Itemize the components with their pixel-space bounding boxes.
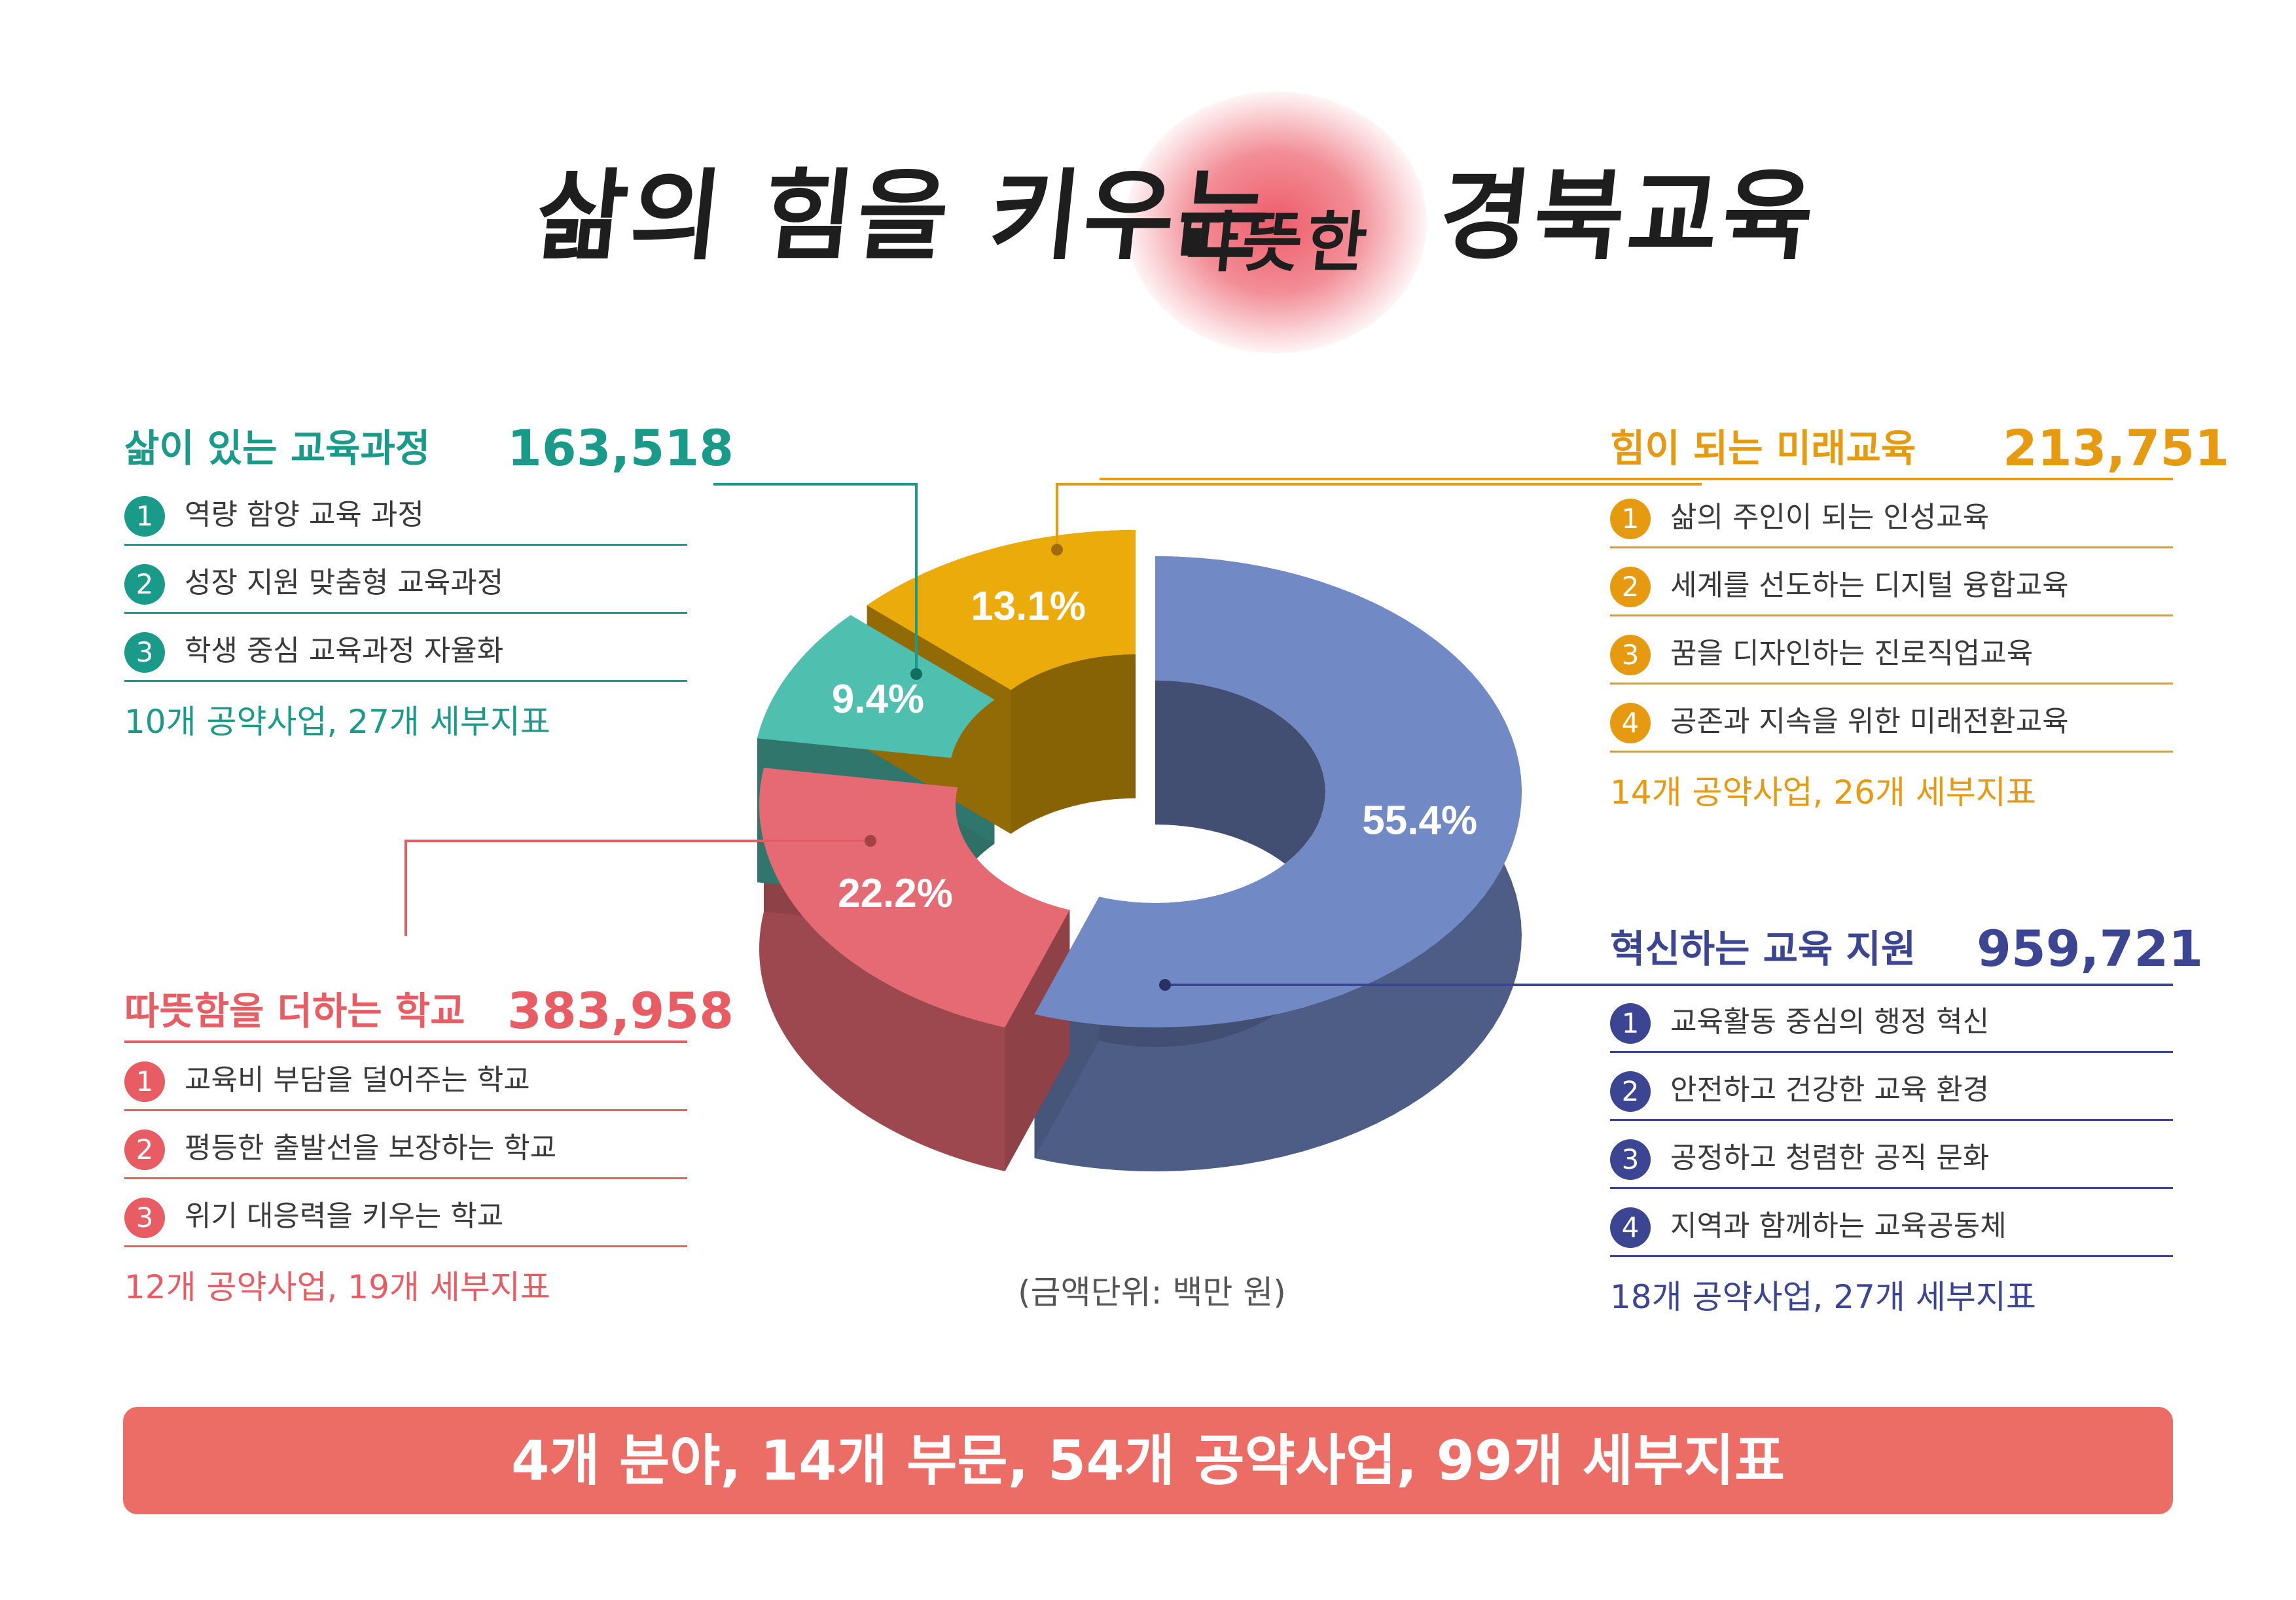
list-item: 2 성장 지원 맞춤형 교육과정 — [124, 546, 687, 614]
slice-inner-wall — [1011, 654, 1136, 834]
slice-outer-wall — [759, 768, 1005, 1171]
item-text: 지역과 함께하는 교육공동체 — [1670, 1209, 2007, 1243]
section-header: 혁신하는 교육 지원 959,721 — [1610, 919, 2203, 978]
section-summary: 10개 공약사업, 27개 세부지표 — [124, 703, 550, 741]
list-item: 3 공정하고 청렴한 공직 문화 — [1610, 1121, 2173, 1189]
list-item: 3 학생 중심 교육과정 자율화 — [124, 614, 687, 682]
item-text: 역량 함양 교육 과정 — [185, 498, 424, 531]
section-summary: 12개 공약사업, 19개 세부지표 — [124, 1268, 550, 1306]
list-item: 1 교육비 부담을 덜어주는 학교 — [124, 1043, 687, 1111]
section-title: 혁신하는 교육 지원 — [1610, 927, 1916, 971]
section-summary: 14개 공약사업, 26개 세부지표 — [1610, 773, 2036, 811]
section-summary: 18개 공약사업, 27개 세부지표 — [1610, 1278, 2036, 1316]
item-text: 삶의 주인이 되는 인성교육 — [1670, 501, 1990, 534]
item-number-badge: 2 — [124, 1129, 165, 1170]
callout-connectors — [404, 483, 2173, 991]
list-item: 4 지역과 함께하는 교육공동체 — [1610, 1189, 2173, 1257]
page-title: 삶의 힘을 키우는 따뜻한 경북교육 — [0, 92, 2296, 353]
list-item: 2 안전하고 건강한 교육 환경 — [1610, 1053, 2173, 1121]
section-title: 따뜻함을 더하는 학교 — [124, 989, 465, 1033]
connector-line-3 — [404, 840, 870, 936]
connector-dot-2 — [1051, 544, 1063, 556]
item-number-badge: 1 — [124, 496, 165, 537]
slice-label-2: 22.2% — [838, 871, 953, 916]
slice-cut-face — [1005, 910, 1070, 1171]
section-amount: 213,751 — [2003, 419, 2230, 477]
section-amount: 383,958 — [507, 982, 734, 1040]
connector-line-1 — [713, 483, 918, 674]
section-item-list: 1 교육활동 중심의 행정 혁신 2 안전하고 건강한 교육 환경 3 공정하고… — [1610, 985, 2173, 1257]
section-item-list: 1 삶의 주인이 되는 인성교육 2 세계를 선도하는 디지털 융합교육 3 꿈… — [1610, 480, 2173, 753]
slice-top-3 — [757, 615, 995, 758]
connector-line-2 — [1056, 483, 1702, 550]
item-text: 공정하고 청렴한 공직 문화 — [1670, 1141, 1990, 1175]
item-text: 꿈을 디자인하는 진로직업교육 — [1670, 637, 2034, 670]
list-item: 1 역량 함양 교육 과정 — [124, 478, 687, 546]
item-number-badge: 2 — [1610, 1071, 1651, 1112]
slice-label-4: 13.1% — [971, 584, 1086, 629]
slice-label-3: 9.4% — [832, 677, 924, 722]
brush-blob-decoration — [1126, 92, 1427, 353]
section-amount: 163,518 — [507, 419, 734, 477]
slice-top-1 — [1034, 556, 1522, 1027]
section-item-list: 1 역량 함양 교육 과정 2 성장 지원 맞춤형 교육과정 3 학생 중심 교… — [124, 478, 687, 682]
slice-labels: 55.4% 22.2% 9.4% 13.1% — [832, 584, 1477, 916]
item-number-badge: 2 — [1610, 567, 1651, 607]
item-text: 교육활동 중심의 행정 혁신 — [1670, 1005, 1990, 1039]
list-item: 3 꿈을 디자인하는 진로직업교육 — [1610, 616, 2173, 684]
section-amount: 959,721 — [1977, 919, 2204, 978]
slice-top-2 — [759, 768, 1070, 1027]
section-title: 삶이 있는 교육과정 — [124, 426, 431, 471]
section-warm-school: 따뜻함을 더하는 학교 383,958 1 교육비 부담을 덜어주는 학교 2 … — [124, 982, 734, 1310]
item-number-badge: 4 — [1610, 703, 1651, 743]
slice-top-4 — [867, 530, 1136, 690]
item-number-badge: 1 — [124, 1061, 165, 1102]
list-item: 3 위기 대응력을 키우는 학교 — [124, 1179, 687, 1247]
list-item: 2 세계를 선도하는 디지털 융합교육 — [1610, 548, 2173, 616]
list-item: 1 교육활동 중심의 행정 혁신 — [1610, 985, 2173, 1053]
connector-dot-4 — [1159, 979, 1171, 991]
item-number-badge: 4 — [1610, 1207, 1651, 1248]
header-underline — [124, 1040, 687, 1043]
header-underline — [1100, 478, 2173, 480]
list-item: 4 공존과 지속을 위한 미래전환교육 — [1610, 684, 2173, 753]
item-text: 공존과 지속을 위한 미래전환교육 — [1670, 705, 2069, 738]
connector-dot-1 — [910, 668, 922, 680]
section-item-list: 1 교육비 부담을 덜어주는 학교 2 평등한 출발선을 보장하는 학교 3 위… — [124, 1043, 687, 1247]
item-number-badge: 3 — [124, 1198, 165, 1238]
item-text: 학생 중심 교육과정 자율화 — [185, 634, 504, 667]
item-text: 세계를 선도하는 디지털 융합교육 — [1670, 569, 2069, 602]
item-number-badge: 3 — [124, 632, 165, 673]
item-number-badge: 3 — [1610, 635, 1651, 675]
item-text: 교육비 부담을 덜어주는 학교 — [185, 1063, 530, 1097]
list-item: 2 평등한 출발선을 보장하는 학교 — [124, 1111, 687, 1179]
section-header: 힘이 되는 미래교육 213,751 — [1610, 419, 2229, 478]
item-text: 성장 지원 맞춤형 교육과정 — [185, 566, 504, 599]
section-title: 힘이 되는 미래교육 — [1610, 426, 1916, 471]
item-text: 위기 대응력을 키우는 학교 — [185, 1200, 504, 1233]
item-number-badge: 1 — [1610, 499, 1651, 539]
item-text: 평등한 출발선을 보장하는 학교 — [185, 1131, 557, 1165]
donut-tops — [757, 530, 1522, 1027]
connector-dot-3 — [865, 835, 876, 847]
item-number-badge: 3 — [1610, 1139, 1651, 1180]
summary-banner: 4개 분야, 14개 부문, 54개 공약사업, 99개 세부지표 — [123, 1407, 2173, 1514]
item-text: 안전하고 건강한 교육 환경 — [1670, 1073, 1990, 1107]
item-number-badge: 1 — [1610, 1003, 1651, 1044]
slice-label-1: 55.4% — [1362, 798, 1477, 843]
section-future-education: 힘이 되는 미래교육 213,751 1 삶의 주인이 되는 인성교육 2 세계… — [1100, 419, 2229, 815]
unit-note: (금액단위: 백만 원) — [1018, 1273, 1286, 1311]
section-header: 따뜻함을 더하는 학교 383,958 — [124, 982, 734, 1040]
list-item: 1 삶의 주인이 되는 인성교육 — [1610, 480, 2173, 548]
section-curriculum: 삶이 있는 교육과정 163,518 1 역량 함양 교육 과정 2 성장 지원… — [124, 419, 734, 745]
item-number-badge: 2 — [124, 564, 165, 605]
section-header: 삶이 있는 교육과정 163,518 — [124, 419, 734, 478]
section-innovation-support: 혁신하는 교육 지원 959,721 1 교육활동 중심의 행정 혁신 2 안전… — [1610, 919, 2203, 1320]
